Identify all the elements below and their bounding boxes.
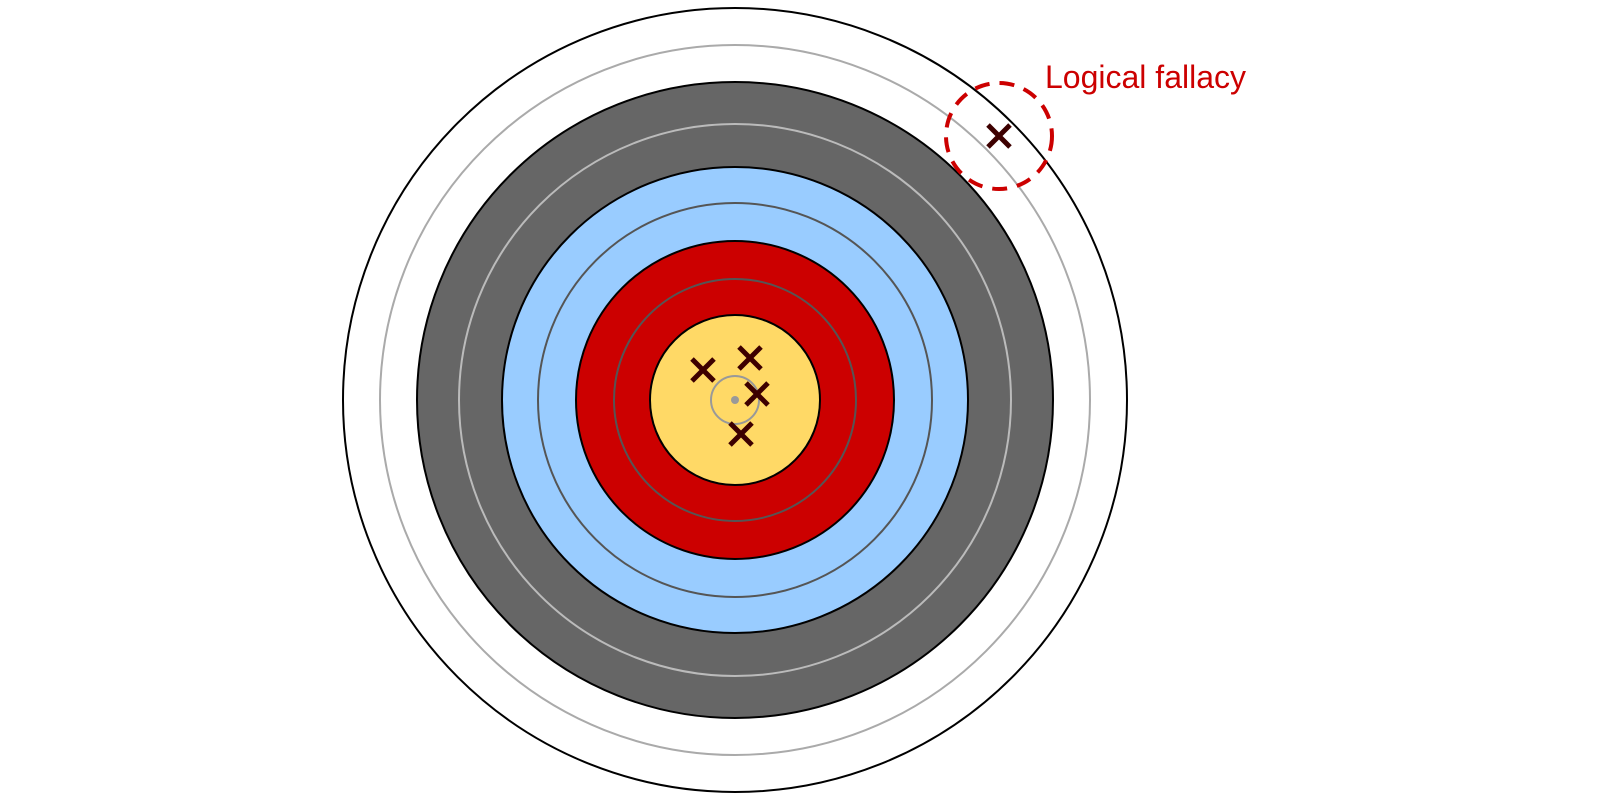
x-mark-icon <box>728 421 754 447</box>
x-mark-icon <box>690 357 716 383</box>
target-red-inner-line <box>613 278 857 522</box>
target-center-dot <box>731 396 739 404</box>
x-mark-icon <box>986 123 1012 149</box>
target-gold-inner-ring <box>710 375 760 425</box>
target-blue-inner-line <box>537 202 933 598</box>
annotation-label: Logical fallacy <box>1045 59 1246 95</box>
target-black-inner-line <box>458 123 1012 677</box>
x-mark-icon <box>737 345 763 371</box>
target-white-inner-line <box>379 44 1091 756</box>
annotation-dashed-circle <box>944 81 1054 191</box>
x-mark-icon <box>744 381 770 407</box>
